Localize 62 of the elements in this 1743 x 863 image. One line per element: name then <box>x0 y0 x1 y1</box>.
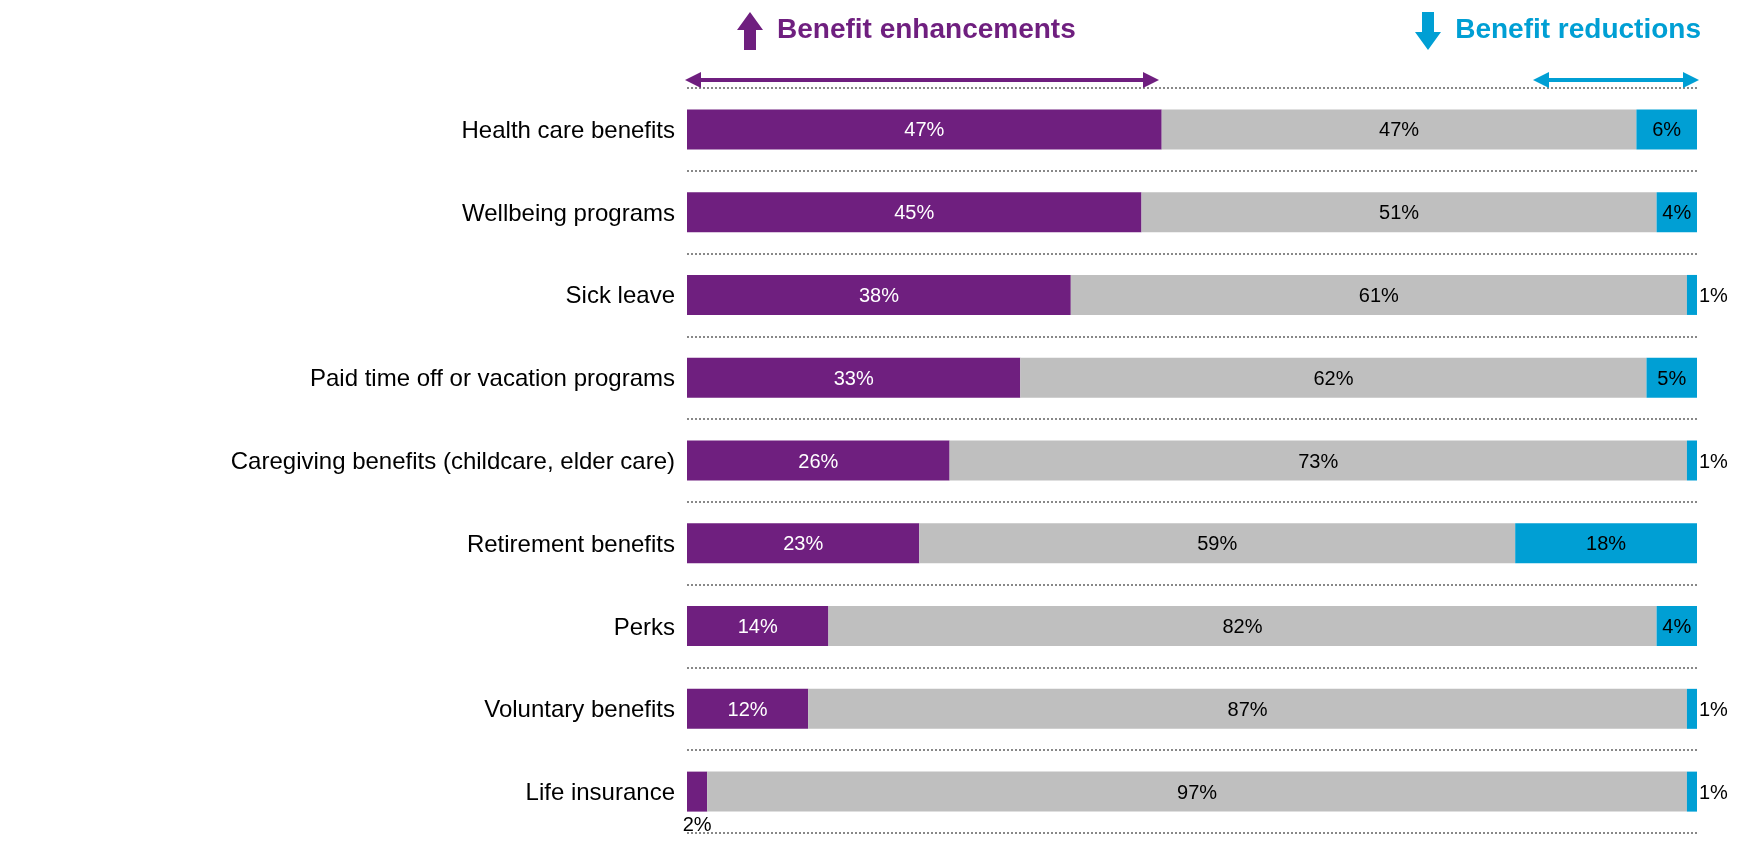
bar <box>1636 109 1697 150</box>
bar <box>1161 109 1637 150</box>
bar <box>1686 771 1697 812</box>
data-label: 5% <box>1657 366 1687 389</box>
bar <box>808 688 1687 729</box>
data-label: 45% <box>894 201 935 224</box>
data-label: 82% <box>1222 615 1263 638</box>
legend-label: Benefit reductions <box>1455 13 1701 45</box>
data-label: 59% <box>1197 532 1238 555</box>
bar <box>1141 192 1657 233</box>
data-label: 4% <box>1662 201 1692 224</box>
data-label: 1% <box>1699 697 1729 720</box>
y-tick-label: Perks <box>613 612 675 640</box>
bar <box>687 771 708 812</box>
bar <box>687 688 809 729</box>
y-tick-label: Caregiving benefits (childcare, elder care) <box>230 447 675 474</box>
y-tick-label: Retirement benefits <box>466 529 675 557</box>
data-label: 23% <box>783 532 824 555</box>
bar <box>687 523 920 564</box>
bar <box>1686 688 1697 729</box>
legend-label: Benefit enhancements <box>777 13 1076 45</box>
data-label: 51% <box>1379 201 1420 224</box>
data-label: 4% <box>1662 615 1692 638</box>
bar <box>687 440 950 481</box>
data-label: 62% <box>1313 366 1354 389</box>
y-tick-label: Sick leave <box>565 281 675 309</box>
data-label: 26% <box>798 449 839 472</box>
data-label: 87% <box>1227 697 1268 720</box>
data-label: 2% <box>682 812 712 835</box>
bar <box>687 109 1162 150</box>
y-tick-label: Wellbeing programs <box>462 198 675 226</box>
data-label: 33% <box>833 366 874 389</box>
bar <box>1686 440 1697 481</box>
data-label: 47% <box>904 118 945 141</box>
y-tick-label: Voluntary benefits <box>484 695 675 723</box>
data-label: 14% <box>737 615 778 638</box>
y-tick-label: Life insurance <box>525 778 675 806</box>
bar <box>919 523 1516 564</box>
data-label: 1% <box>1699 780 1729 803</box>
bar <box>949 440 1687 481</box>
bar <box>1070 274 1687 315</box>
data-label: 1% <box>1699 283 1729 306</box>
bar <box>687 357 1021 398</box>
data-label: 18% <box>1586 532 1627 555</box>
data-label: 38% <box>858 283 900 306</box>
bar <box>687 606 829 647</box>
bar <box>828 606 1657 647</box>
y-tick-label: Paid time off or vacation programs <box>309 364 675 392</box>
bar <box>687 274 1071 315</box>
y-tick-label: Health care benefits <box>461 115 675 143</box>
data-label: 61% <box>1358 283 1400 306</box>
data-label: 12% <box>727 697 768 720</box>
data-label: 47% <box>1379 118 1420 141</box>
bar <box>1020 357 1647 398</box>
bar <box>707 771 1687 812</box>
bar <box>687 192 1142 233</box>
bar <box>1686 274 1697 315</box>
data-label: 73% <box>1298 449 1339 472</box>
data-label: 1% <box>1699 449 1729 472</box>
bar <box>1515 523 1697 564</box>
data-label: 97% <box>1177 780 1218 803</box>
data-label: 6% <box>1652 118 1682 141</box>
